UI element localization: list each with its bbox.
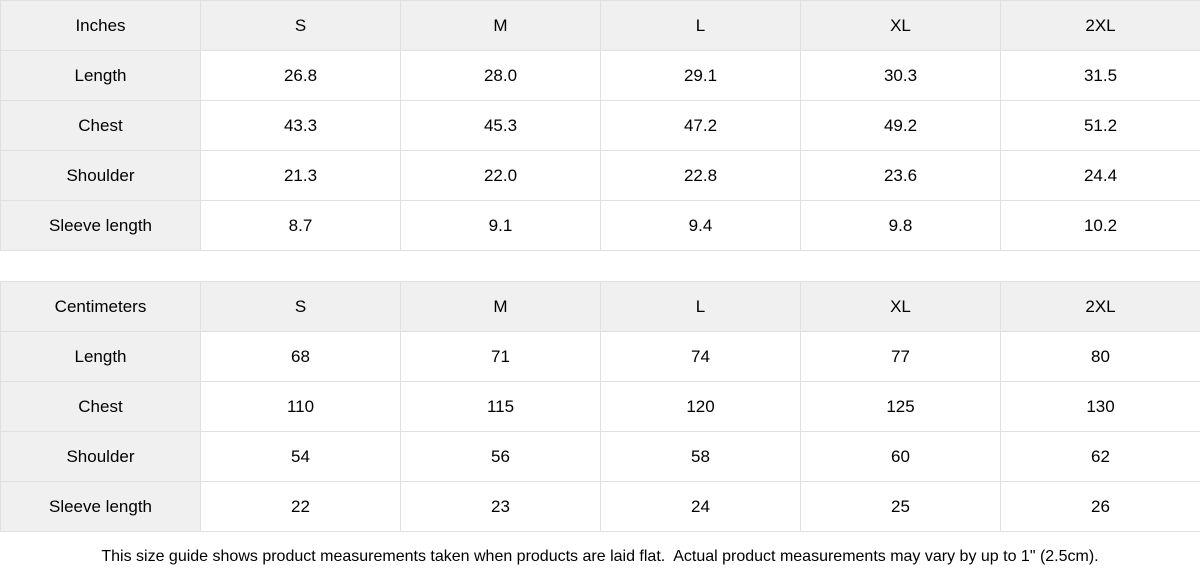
row-label-cell: Shoulder <box>0 150 201 201</box>
row-label-cell: Length <box>0 50 201 101</box>
value-cell: 54 <box>200 431 401 482</box>
value-cell: 25 <box>800 481 1001 532</box>
size-tables-container: Inches S M L XL 2XL Length 26.8 28.0 29.1 30.3 31.5… <box>0 0 1200 532</box>
value-cell: 24.4 <box>1000 150 1200 201</box>
size-guide-footnote: This size guide shows product measuremen… <box>0 532 1200 580</box>
table-row: Length 26.8 28.0 29.1 30.3 31.5 <box>0 50 1200 101</box>
unit-header-cell: Centimeters <box>0 281 201 332</box>
value-cell: 51.2 <box>1000 100 1200 151</box>
row-label-cell: Shoulder <box>0 431 201 482</box>
value-cell: 110 <box>200 381 401 432</box>
table-row: Sleeve length 8.7 9.1 9.4 9.8 10.2 <box>0 200 1200 251</box>
value-cell: 58 <box>600 431 801 482</box>
value-cell: 26 <box>1000 481 1200 532</box>
header-row: Inches S M L XL 2XL <box>0 0 1200 51</box>
row-label-cell: Sleeve length <box>0 481 201 532</box>
value-cell: 26.8 <box>200 50 401 101</box>
value-cell: 23.6 <box>800 150 1001 201</box>
size-header-cell: S <box>200 281 401 332</box>
value-cell: 74 <box>600 331 801 382</box>
size-table-inches: Inches S M L XL 2XL Length 26.8 28.0 29.1 30.3 31.5… <box>0 0 1200 251</box>
value-cell: 60 <box>800 431 1001 482</box>
value-cell: 23 <box>400 481 601 532</box>
size-header-cell: 2XL <box>1000 281 1200 332</box>
value-cell: 68 <box>200 331 401 382</box>
table-row: Sleeve length 22 23 24 25 26 <box>0 481 1200 532</box>
value-cell: 49.2 <box>800 100 1001 151</box>
footnote-text: This size guide shows product measuremen… <box>101 548 1099 565</box>
size-header-cell: M <box>400 281 601 332</box>
value-cell: 28.0 <box>400 50 601 101</box>
value-cell: 80 <box>1000 331 1200 382</box>
value-cell: 77 <box>800 331 1001 382</box>
unit-header-cell: Inches <box>0 0 201 51</box>
size-table-centimeters: Centimeters S M L XL 2XL Length 68 71 74 77 80 Chest… <box>0 281 1200 532</box>
value-cell: 30.3 <box>800 50 1001 101</box>
value-cell: 9.8 <box>800 200 1001 251</box>
value-cell: 22.8 <box>600 150 801 201</box>
value-cell: 47.2 <box>600 100 801 151</box>
value-cell: 62 <box>1000 431 1200 482</box>
table-row: Shoulder 21.3 22.0 22.8 23.6 24.4 <box>0 150 1200 201</box>
header-row: Centimeters S M L XL 2XL <box>0 281 1200 332</box>
value-cell: 120 <box>600 381 801 432</box>
size-header-cell: XL <box>800 0 1001 51</box>
row-label-cell: Chest <box>0 381 201 432</box>
value-cell: 71 <box>400 331 601 382</box>
row-label-cell: Chest <box>0 100 201 151</box>
value-cell: 9.1 <box>400 200 601 251</box>
size-header-cell: M <box>400 0 601 51</box>
size-header-cell: L <box>600 0 801 51</box>
row-label-cell: Length <box>0 331 201 382</box>
size-header-cell: 2XL <box>1000 0 1200 51</box>
value-cell: 125 <box>800 381 1001 432</box>
value-cell: 29.1 <box>600 50 801 101</box>
value-cell: 31.5 <box>1000 50 1200 101</box>
table-row: Length 68 71 74 77 80 <box>0 331 1200 382</box>
value-cell: 22 <box>200 481 401 532</box>
value-cell: 22.0 <box>400 150 601 201</box>
value-cell: 130 <box>1000 381 1200 432</box>
size-header-cell: L <box>600 281 801 332</box>
value-cell: 115 <box>400 381 601 432</box>
table-row: Chest 110 115 120 125 130 <box>0 381 1200 432</box>
size-header-cell: XL <box>800 281 1001 332</box>
row-label-cell: Sleeve length <box>0 200 201 251</box>
value-cell: 10.2 <box>1000 200 1200 251</box>
table-row: Chest 43.3 45.3 47.2 49.2 51.2 <box>0 100 1200 151</box>
value-cell: 9.4 <box>600 200 801 251</box>
value-cell: 56 <box>400 431 601 482</box>
value-cell: 21.3 <box>200 150 401 201</box>
value-cell: 45.3 <box>400 100 601 151</box>
value-cell: 24 <box>600 481 801 532</box>
size-header-cell: S <box>200 0 401 51</box>
table-row: Shoulder 54 56 58 60 62 <box>0 431 1200 482</box>
value-cell: 8.7 <box>200 200 401 251</box>
value-cell: 43.3 <box>200 100 401 151</box>
